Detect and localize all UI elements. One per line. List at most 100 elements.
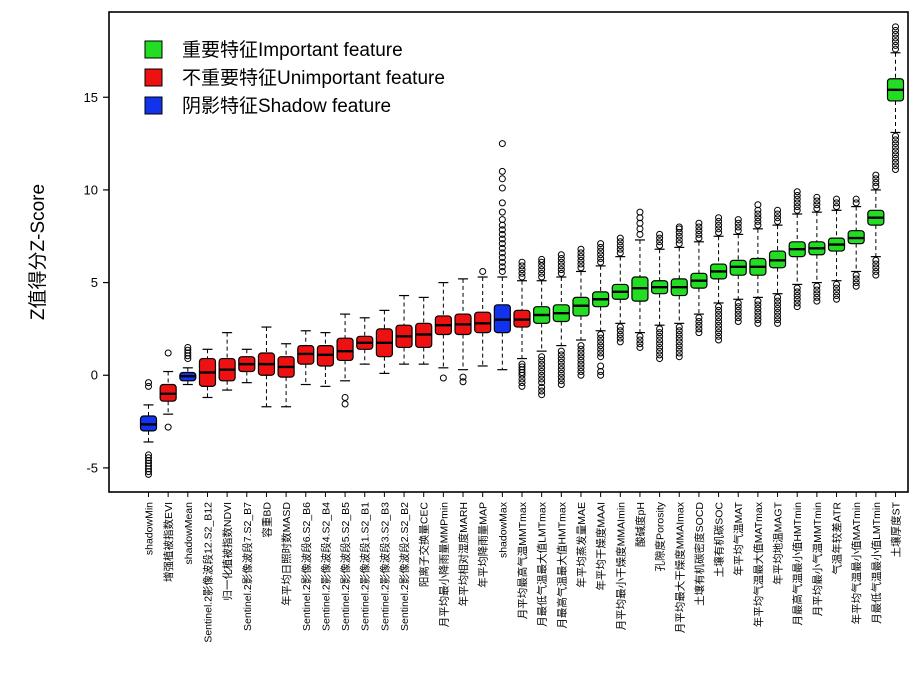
box-outlier <box>597 371 605 379</box>
box-outlier <box>439 374 447 382</box>
box-outlier <box>518 273 526 281</box>
box-outlier <box>872 175 880 183</box>
x-tick-label: Sentinel.2影像波段6.S2_B6 <box>300 502 313 631</box>
box-outlier <box>557 355 565 363</box>
box-outlier <box>459 378 467 386</box>
box-outlier <box>695 223 703 231</box>
box-outlier <box>577 245 585 253</box>
box-outlier <box>538 371 546 379</box>
x-tick-label: 年平均相对湿度MARH <box>457 502 470 606</box>
box-outlier <box>518 375 526 383</box>
box-outlier <box>754 319 762 327</box>
box-outlier <box>715 336 723 344</box>
box-outlier <box>675 330 683 338</box>
box-outlier <box>872 260 880 268</box>
box-outlier <box>774 319 782 327</box>
box-outlier <box>715 214 723 222</box>
box-outlier <box>833 284 841 292</box>
box-outlier <box>557 381 565 389</box>
x-tick-label: Sentinel.2影像波段12.S2_B12 <box>201 502 214 643</box>
box-outlier <box>695 227 703 235</box>
box-outlier <box>498 140 506 148</box>
box-outlier <box>892 154 899 162</box>
box-outlier <box>184 346 192 354</box>
box-outlier <box>754 217 762 225</box>
box-outlier <box>852 271 860 279</box>
box-outlier <box>774 214 782 222</box>
box-outlier <box>479 267 487 275</box>
box-outlier <box>597 338 605 346</box>
box-outlier <box>557 377 565 385</box>
box-outlier <box>538 391 546 399</box>
box-outlier <box>774 301 782 309</box>
box-outlier <box>597 345 605 353</box>
x-tick-label: Sentinel.2影像波段3.S2_B3 <box>378 502 391 631</box>
box-outlier <box>833 195 841 203</box>
box-outlier <box>872 182 880 190</box>
legend-swatch <box>144 96 163 115</box>
box-outlier <box>774 206 782 214</box>
x-tick-label: 年平均干燥度MAAI <box>595 502 608 591</box>
box-outlier <box>675 236 683 244</box>
box-outlier <box>793 288 801 296</box>
box-outlier <box>498 244 506 252</box>
box-outlier <box>145 379 152 387</box>
box-outlier <box>793 188 801 196</box>
box-outlier <box>793 292 801 300</box>
box-outlier <box>616 245 624 253</box>
box-outlier <box>498 258 506 266</box>
box-outlier <box>498 267 506 275</box>
x-tick-label: Sentinel.2影像波段5.S2_B5 <box>339 502 352 631</box>
box-outlier <box>754 312 762 320</box>
box-outlier <box>892 140 899 148</box>
box-outlier <box>636 208 644 216</box>
box-outlier <box>675 323 683 331</box>
box-outlier <box>498 226 506 234</box>
y-tick-label: 10 <box>84 182 98 197</box>
box-outlier <box>577 371 585 379</box>
box-outlier <box>793 284 801 292</box>
box-outlier <box>656 325 664 333</box>
box-outlier <box>695 321 703 329</box>
x-tick-label: shadowMin <box>144 502 156 555</box>
box-outlier <box>616 249 624 257</box>
box-outlier <box>577 345 585 353</box>
box-outlier <box>754 221 762 229</box>
box-outlier <box>518 382 526 390</box>
box-outlier <box>538 387 546 395</box>
box-outlier <box>715 321 723 329</box>
box-outlier <box>498 235 506 243</box>
box-outlier <box>715 325 723 333</box>
box-outlier <box>498 199 506 207</box>
box-outlier <box>616 238 624 246</box>
x-tick-label: 容重BD <box>260 502 273 538</box>
box-outlier <box>577 342 585 350</box>
x-tick-label: 月平均最小干燥度MMAImin <box>614 502 627 630</box>
box-outlier <box>557 366 565 374</box>
box-outlier <box>557 351 565 359</box>
box-outlier <box>813 193 821 201</box>
box-outlier <box>577 256 585 264</box>
x-tick-label: 气温年较差ATR <box>831 502 844 575</box>
box-outlier <box>597 251 605 259</box>
box-outlier <box>715 314 723 322</box>
x-tick-label: 土壤厚度ST <box>890 501 903 557</box>
box-outlier <box>774 312 782 320</box>
box-outlier <box>675 223 683 231</box>
box-outlier <box>164 423 172 431</box>
box-outlier <box>813 201 821 209</box>
box-outlier <box>538 356 546 364</box>
box-outlier <box>892 136 899 144</box>
x-axis: shadowMin 增强植被指数EVI shadowMean Sentinel.2影像… <box>144 492 903 643</box>
box-outlier <box>557 347 565 355</box>
box-outlier <box>577 253 585 261</box>
y-axis-label: Z值得分Z-Score <box>27 184 49 320</box>
x-tick-label: 土壤有机碳SOC <box>713 502 726 578</box>
box-outlier <box>538 368 546 376</box>
box-outlier <box>577 368 585 376</box>
box-outlier <box>538 255 546 263</box>
box-outlier <box>813 204 821 212</box>
box-outlier <box>813 290 821 298</box>
box-outlier <box>145 470 152 478</box>
box-outlier <box>597 247 605 255</box>
